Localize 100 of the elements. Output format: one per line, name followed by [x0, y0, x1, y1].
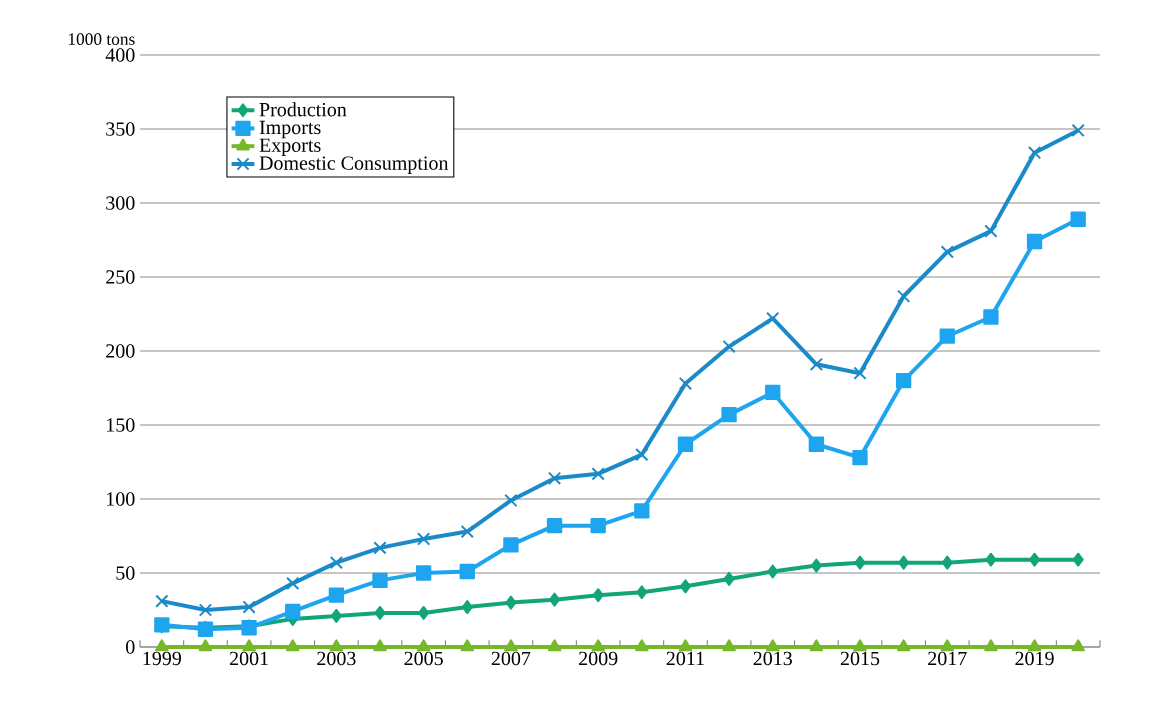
point	[940, 245, 954, 259]
point	[504, 493, 518, 508]
point	[459, 563, 475, 580]
point	[939, 328, 955, 344]
point	[635, 639, 649, 652]
point	[242, 600, 256, 614]
point	[1070, 211, 1086, 227]
x-tick-label: 2007	[491, 651, 531, 666]
x-tick-label: 2009	[579, 651, 618, 666]
point	[723, 571, 735, 586]
point	[898, 555, 910, 570]
point	[853, 639, 867, 652]
legend-label: Imports	[259, 120, 321, 139]
point	[198, 639, 213, 652]
point	[941, 555, 953, 570]
point	[765, 384, 781, 401]
point	[418, 605, 430, 620]
point	[198, 603, 213, 617]
point	[285, 639, 300, 652]
point	[504, 639, 518, 652]
point	[984, 224, 998, 238]
point	[636, 585, 648, 600]
point	[809, 639, 824, 652]
point	[722, 639, 736, 652]
y-tick-label: 0	[126, 640, 135, 654]
point	[329, 555, 344, 570]
point	[549, 592, 561, 607]
point	[547, 471, 562, 485]
point	[896, 639, 911, 652]
point	[155, 639, 169, 652]
x-tick-label: 2019	[1015, 651, 1054, 666]
point	[1027, 639, 1042, 652]
x-tick-label: 2001	[229, 651, 268, 666]
point	[330, 608, 342, 623]
point	[852, 449, 868, 466]
point	[416, 532, 431, 546]
point	[286, 576, 300, 591]
point	[373, 639, 387, 652]
point	[1029, 552, 1041, 567]
point	[329, 639, 344, 652]
point	[853, 366, 867, 380]
point	[940, 639, 955, 652]
point	[985, 552, 997, 567]
y-tick-label: 400	[105, 48, 135, 62]
x-tick-label: 2017	[928, 651, 967, 666]
legend-label: Production	[259, 102, 347, 117]
point	[767, 564, 779, 579]
point	[328, 587, 345, 603]
point	[285, 603, 301, 620]
x-tick-label: 2015	[840, 651, 880, 666]
point	[416, 639, 431, 652]
point	[503, 537, 519, 553]
x-tick-label: 2013	[753, 651, 792, 666]
y-axis-title: 1000 tons	[68, 33, 135, 45]
point	[1071, 123, 1085, 138]
point	[155, 594, 169, 608]
point	[635, 447, 649, 462]
x-tick-label: 1999	[143, 651, 181, 666]
point	[460, 639, 475, 652]
point	[984, 639, 998, 652]
point	[808, 436, 825, 452]
point	[373, 541, 387, 555]
legend-label: Domestic Consumption	[259, 156, 449, 174]
y-tick-label: 350	[106, 122, 135, 136]
point	[592, 588, 604, 603]
y-tick-label: 200	[106, 344, 135, 358]
point	[415, 565, 432, 581]
point	[591, 639, 605, 652]
point	[372, 572, 388, 589]
point	[679, 579, 691, 594]
y-tick-label: 150	[107, 418, 135, 432]
point	[765, 639, 780, 652]
point	[461, 600, 473, 615]
x-tick-label: 2011	[666, 651, 704, 666]
point	[810, 558, 822, 573]
point	[374, 605, 386, 620]
point	[678, 639, 693, 652]
x-tick-label: 2005	[404, 651, 443, 666]
point	[242, 639, 256, 652]
y-tick-label: 100	[107, 492, 135, 506]
point	[546, 517, 563, 534]
point	[895, 372, 912, 389]
point	[1027, 146, 1042, 160]
point	[505, 595, 517, 610]
point	[854, 555, 866, 570]
point	[677, 436, 694, 452]
point	[809, 357, 824, 371]
legend-label: Exports	[259, 138, 321, 156]
point	[590, 517, 606, 534]
point	[721, 406, 737, 423]
point	[634, 503, 650, 519]
point	[1072, 552, 1084, 567]
point	[547, 639, 562, 652]
point	[460, 524, 474, 539]
y-tick-label: 50	[116, 566, 135, 580]
point	[1071, 639, 1085, 652]
y-tick-label: 300	[106, 196, 135, 210]
point	[591, 467, 605, 481]
point	[983, 309, 999, 325]
y-tick-label: 250	[106, 270, 135, 284]
